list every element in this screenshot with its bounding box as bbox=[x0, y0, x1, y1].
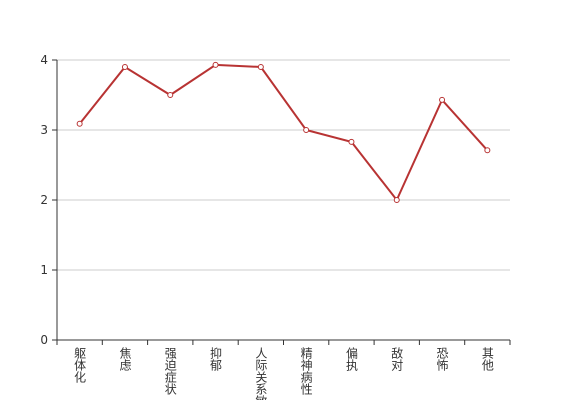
y-tick-label: 3 bbox=[40, 123, 48, 137]
x-tick-label: 强迫症状 bbox=[163, 347, 177, 395]
x-tick-label: 恐怖 bbox=[435, 347, 449, 371]
x-tick-label: 抑郁 bbox=[209, 346, 223, 372]
point bbox=[439, 96, 446, 103]
point bbox=[212, 61, 219, 68]
x-tick-label: 其他 bbox=[480, 347, 494, 371]
point bbox=[167, 92, 174, 98]
y-tick-label: 2 bbox=[40, 193, 48, 207]
x-tick-label: 精神病性 bbox=[299, 347, 313, 396]
y-tick-label: 0 bbox=[40, 333, 48, 347]
x-tick-label: 躯体化 bbox=[73, 346, 87, 384]
point bbox=[393, 197, 400, 203]
point bbox=[484, 147, 491, 154]
x-tick-label: 人际关系敏感 bbox=[254, 347, 268, 400]
point bbox=[348, 138, 355, 145]
x-tick-label: 偏执 bbox=[344, 346, 358, 372]
x-tick-label: 敌对 bbox=[390, 346, 404, 371]
point bbox=[303, 127, 310, 133]
line bbox=[78, 63, 489, 202]
y-tick-label: 4 bbox=[40, 53, 48, 67]
point bbox=[76, 120, 83, 127]
point bbox=[121, 64, 128, 70]
y-tick-label: 1 bbox=[40, 263, 48, 277]
point bbox=[257, 64, 264, 70]
x-tick-label: 焦虑 bbox=[118, 347, 132, 371]
